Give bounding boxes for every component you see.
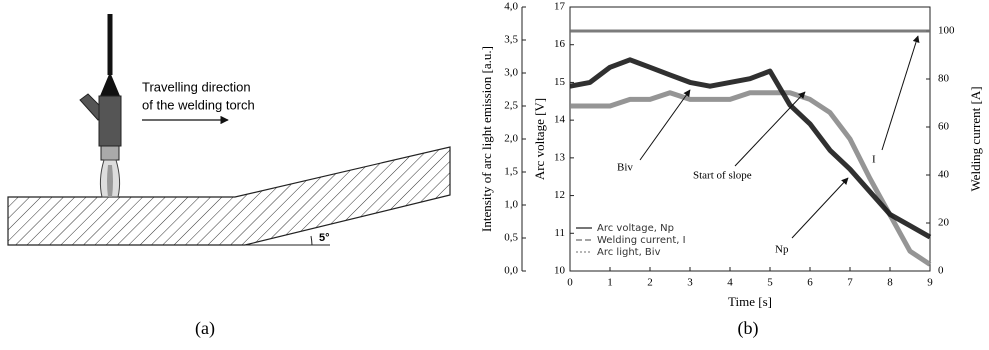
annotation: Start of slope <box>693 170 752 182</box>
x-tick-label: 8 <box>887 277 893 289</box>
y2-tick-label: 40 <box>938 169 950 181</box>
y-tick-label: 14 <box>554 114 566 126</box>
annotation-arrow <box>734 91 806 167</box>
y3-tick-label: 0,0 <box>504 265 518 277</box>
x-tick-label: 1 <box>607 277 613 289</box>
y-tick-label: 12 <box>554 189 565 201</box>
y3-tick-label: 1,0 <box>504 199 518 211</box>
angle-label: 5° <box>319 232 330 244</box>
x-tick-label: 7 <box>847 277 853 289</box>
annotation-arrow <box>881 35 920 151</box>
y-tick-label: 15 <box>554 76 566 88</box>
x-axis-title: Time [s] <box>728 294 772 309</box>
y2-tick-label: 100 <box>938 25 955 37</box>
annotation: Biv <box>617 162 633 174</box>
angle-arc <box>310 235 313 246</box>
chart: 0 1 2 3 4 5 6 7 8 910111213141516170,00,51,01,52,… <box>479 1 983 309</box>
diagram-a: Travelling direction of the welding torc… <box>7 14 451 339</box>
y3-tick-label: 0,5 <box>504 232 518 244</box>
x-tick-label: 3 <box>687 277 693 289</box>
legend-label: Arc voltage, Np <box>597 223 674 234</box>
torch-body <box>98 95 122 147</box>
y3-tick-label: 2,0 <box>504 133 518 145</box>
y3-tick-label: 2,5 <box>504 100 518 112</box>
annotation-arrow <box>791 177 849 239</box>
y3-axis-title: Intensity of arc light emission [a.u.] <box>479 46 494 232</box>
y-tick-label: 16 <box>554 38 566 50</box>
y3-tick-label: 3,0 <box>504 67 518 79</box>
torch-tip <box>100 145 120 161</box>
torch-cone <box>100 72 120 96</box>
series-line <box>569 57 932 240</box>
x-tick-label: 0 <box>567 277 573 289</box>
y2-tick-label: 0 <box>938 265 944 277</box>
arc-core <box>107 165 113 197</box>
workpiece <box>7 146 451 246</box>
x-tick-label: 5 <box>767 277 773 289</box>
panel-label: (a) <box>195 318 215 339</box>
annotation: Travelling direction <box>142 79 251 94</box>
y2-tick-label: 80 <box>938 73 950 85</box>
y-tick-label: 17 <box>554 1 566 13</box>
x-tick-label: 2 <box>647 277 653 289</box>
legend-label: Arc light, Biv <box>597 247 661 258</box>
y2-axis-title: Welding current [A] <box>968 86 983 191</box>
y-tick-label: 10 <box>554 265 566 277</box>
annotation: of the welding torch <box>142 97 255 112</box>
x-tick-label: 4 <box>727 277 733 289</box>
panel-label: (b) <box>738 318 759 339</box>
plot-frame <box>569 6 931 272</box>
y3-tick-label: 1,5 <box>504 166 518 178</box>
y2-tick-label: 60 <box>938 121 950 133</box>
series-line <box>570 90 932 267</box>
y3-tick-label: 4,0 <box>504 1 518 13</box>
y-axis-title: Arc voltage [V] <box>532 98 547 180</box>
legend-label: Welding current, I <box>597 235 686 246</box>
y3-tick-label: 3,5 <box>504 34 518 46</box>
x-tick-label: 9 <box>927 277 933 289</box>
x-tick-label: 6 <box>807 277 813 289</box>
annotation-arrow <box>639 89 691 161</box>
y-tick-label: 11 <box>554 227 565 239</box>
annotation: Np <box>775 244 789 256</box>
y-tick-label: 13 <box>554 151 566 163</box>
annotation: I <box>872 154 876 166</box>
y2-tick-label: 20 <box>938 217 950 229</box>
